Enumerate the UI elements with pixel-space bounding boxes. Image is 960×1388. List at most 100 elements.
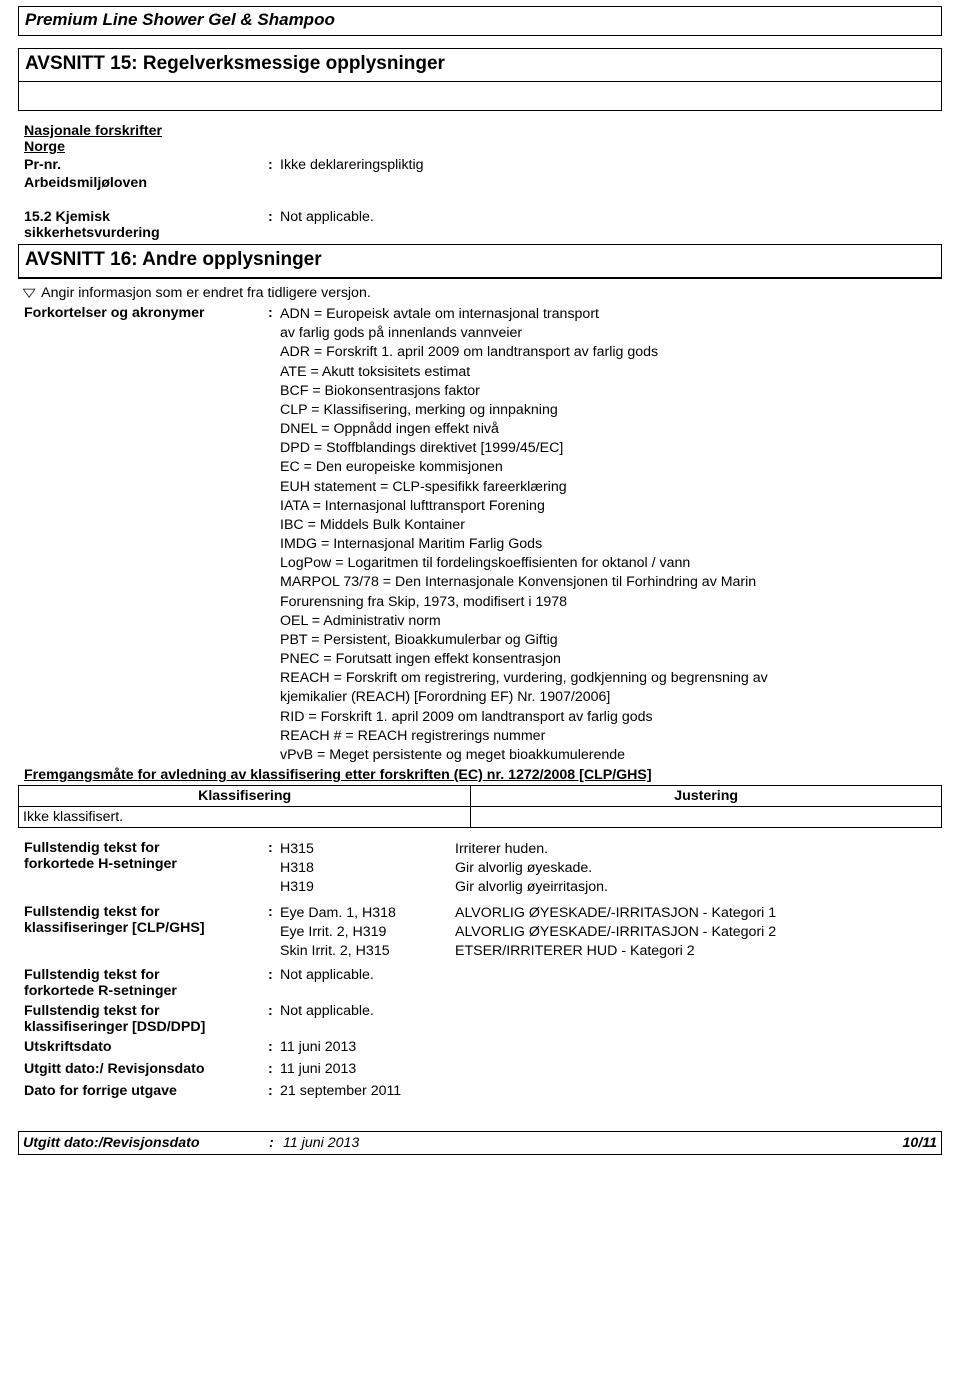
abbrev-line: MARPOL 73/78 = Den Internasjonale Konven… — [280, 573, 942, 592]
abbrev-line: BCF = Biokonsentrasjons faktor — [280, 382, 942, 401]
colon: : — [268, 1039, 280, 1055]
utgitt-label: Utgitt dato:/ Revisjonsdato — [24, 1061, 268, 1077]
utskrift-value: 11 juni 2013 — [280, 1039, 942, 1055]
colon: : — [268, 1083, 280, 1099]
h-text-label: Fullstendig tekst for forkortede H-setni… — [24, 840, 268, 898]
colon: : — [268, 967, 280, 999]
clp-label-l1: Fullstendig tekst for — [24, 904, 160, 920]
dsd-label-l2: klassifiseringer [DSD/DPD] — [24, 1019, 205, 1035]
h-desc: Gir alvorlig øyeirritasjon. — [455, 878, 942, 897]
clp-code: Eye Irrit. 2, H319 — [280, 923, 455, 942]
abbrev-line: REACH # = REACH registrerings nummer — [280, 727, 942, 746]
h-desc: Irriterer huden. — [455, 840, 942, 859]
abbrev-line: av farlig gods på innenlands vannveier — [280, 324, 942, 343]
abbrev-line: ADR = Forskrift 1. april 2009 om landtra… — [280, 343, 942, 362]
abbrev-line: ADN = Europeisk avtale om internasjonal … — [280, 305, 942, 324]
abbrev-line: IMDG = Internasjonal Maritim Farlig Gods — [280, 535, 942, 554]
dsd-label-l1: Fullstendig tekst for — [24, 1003, 160, 1019]
dsd-label: Fullstendig tekst for klassifiseringer [… — [24, 1003, 268, 1035]
dsd-value: Not applicable. — [280, 1003, 942, 1035]
abbrev-line: DPD = Stoffblandings direktivet [1999/45… — [280, 439, 942, 458]
table-cell-justering — [471, 807, 942, 828]
r-text-label-l1: Fullstendig tekst for — [24, 967, 160, 983]
dsd-block: Fullstendig tekst for klassifiseringer [… — [24, 1003, 942, 1035]
h-text-row: Fullstendig tekst for forkortede H-setni… — [24, 840, 942, 898]
colon: : — [268, 209, 280, 241]
clp-desc: ALVORLIG ØYESKADE/-IRRITASJON - Kategori… — [455, 923, 942, 942]
table-cell-klassifisering: Ikke klassifisert. — [19, 807, 471, 828]
r-text-label-l2: forkortede R-setninger — [24, 983, 177, 999]
angir-text: Angir informasjon som er endret fra tidl… — [41, 285, 371, 301]
document-title: Premium Line Shower Gel & Shampoo — [25, 10, 335, 29]
clp-desc: ALVORLIG ØYESKADE/-IRRITASJON - Kategori… — [455, 904, 942, 923]
kjemisk-row: 15.2 Kjemisk sikkerhetsvurdering : Not a… — [24, 209, 942, 241]
r-text-label: Fullstendig tekst for forkortede R-setni… — [24, 967, 268, 999]
footer-colon: : — [269, 1135, 283, 1151]
utgitt-block: Utgitt dato:/ Revisjonsdato : 11 juni 20… — [24, 1061, 942, 1077]
utgitt-value: 11 juni 2013 — [280, 1061, 942, 1077]
colon: : — [268, 840, 280, 898]
abbrev-line: ATE = Akutt toksisitets estimat — [280, 363, 942, 382]
r-text-block: Fullstendig tekst for forkortede R-setni… — [24, 967, 942, 999]
clp-desc: ETSER/IRRITERER HUD - Kategori 2 — [455, 942, 942, 961]
abbrev-list: ADN = Europeisk avtale om internasjonal … — [280, 305, 942, 765]
abbrev-line: vPvB = Meget persistente og meget bioakk… — [280, 746, 942, 765]
abbrev-line: IBC = Middels Bulk Kontainer — [280, 516, 942, 535]
abbrev-line: LogPow = Logaritmen til fordelingskoeffi… — [280, 554, 942, 573]
section-15-empty-row — [19, 82, 941, 110]
colon: : — [268, 1003, 280, 1035]
abbrev-line: EUH statement = CLP-spesifikk fareerklær… — [280, 478, 942, 497]
abbrev-line: PNEC = Forutsatt ingen effekt konsentras… — [280, 650, 942, 669]
clp-row: Fullstendig tekst for klassifiseringer [… — [24, 904, 942, 962]
h-codes-list: H315 H318 H319 Irriterer huden. Gir alvo… — [280, 840, 942, 898]
abbrev-line: PBT = Persistent, Bioakkumulerbar og Gif… — [280, 631, 942, 650]
section-15: AVSNITT 15: Regelverksmessige opplysning… — [18, 48, 942, 111]
footer-label: Utgitt dato:/Revisjonsdato — [23, 1135, 269, 1151]
forrige-block: Dato for forrige utgave : 21 september 2… — [24, 1083, 942, 1099]
utskrift-block: Utskriftsdato : 11 juni 2013 — [24, 1039, 942, 1055]
nasjonale-forskrifter-heading: Nasjonale forskrifter — [24, 123, 942, 139]
colon: : — [268, 305, 280, 765]
colon: : — [268, 157, 280, 173]
h-code: H315 — [280, 840, 455, 859]
angir-row: ▽ Angir informasjon som er endret fra ti… — [24, 285, 942, 301]
forrige-row: Dato for forrige utgave : 21 september 2… — [24, 1083, 942, 1099]
r-text-value: Not applicable. — [280, 967, 942, 999]
kjemisk-block: 15.2 Kjemisk sikkerhetsvurdering : Not a… — [24, 209, 942, 241]
h-code: H319 — [280, 878, 455, 897]
abbrev-line: DNEL = Oppnådd ingen effekt nivå — [280, 420, 942, 439]
clp-codes-list: Eye Dam. 1, H318 Eye Irrit. 2, H319 Skin… — [280, 904, 942, 962]
section-16-heading: AVSNITT 16: Andre opplysninger — [19, 245, 941, 278]
clp-block: Fullstendig tekst for klassifiseringer [… — [24, 904, 942, 962]
change-marker-icon: ▽ — [23, 286, 40, 300]
abbrev-line: CLP = Klassifisering, merking og innpakn… — [280, 401, 942, 420]
colon: : — [268, 904, 280, 962]
abbrev-line: EC = Den europeiske kommisjonen — [280, 458, 942, 477]
forrige-label: Dato for forrige utgave — [24, 1083, 268, 1099]
abbrev-line: IATA = Internasjonal lufttransport Foren… — [280, 497, 942, 516]
utgitt-row: Utgitt dato:/ Revisjonsdato : 11 juni 20… — [24, 1061, 942, 1077]
title-box: Premium Line Shower Gel & Shampoo — [18, 6, 942, 36]
kjemisk-label: 15.2 Kjemisk sikkerhetsvurdering — [24, 209, 268, 241]
abbrev-line: OEL = Administrativ norm — [280, 612, 942, 631]
abbrev-row: Forkortelser og akronymer : ADN = Europe… — [24, 305, 942, 765]
utskrift-row: Utskriftsdato : 11 juni 2013 — [24, 1039, 942, 1055]
table-header-justering: Justering — [471, 786, 942, 807]
kjemisk-label-l1: 15.2 Kjemisk — [24, 209, 110, 225]
forrige-value: 21 september 2011 — [280, 1083, 942, 1099]
kjemisk-value: Not applicable. — [280, 209, 942, 241]
h-text-block: Fullstendig tekst for forkortede H-setni… — [24, 840, 942, 898]
footer-box: Utgitt dato:/Revisjonsdato : 11 juni 201… — [18, 1131, 942, 1155]
r-text-row: Fullstendig tekst for forkortede R-setni… — [24, 967, 942, 999]
abbrev-line: RID = Forskrift 1. april 2009 om landtra… — [280, 708, 942, 727]
clp-label-l2: klassifiseringer [CLP/GHS] — [24, 920, 205, 936]
table-header-klassifisering: Klassifisering — [19, 786, 471, 807]
table-row: Ikke klassifisert. — [19, 807, 942, 828]
abbrev-line: kjemikalier (REACH) [Forordning EF) Nr. … — [280, 688, 942, 707]
utskrift-label: Utskriftsdato — [24, 1039, 268, 1055]
clp-label: Fullstendig tekst for klassifiseringer [… — [24, 904, 268, 962]
kjemisk-label-l2: sikkerhetsvurdering — [24, 225, 160, 241]
classification-table: Klassifisering Justering Ikke klassifise… — [18, 785, 942, 828]
h-text-label-l1: Fullstendig tekst for — [24, 840, 160, 856]
h-desc: Gir alvorlig øyeskade. — [455, 859, 942, 878]
